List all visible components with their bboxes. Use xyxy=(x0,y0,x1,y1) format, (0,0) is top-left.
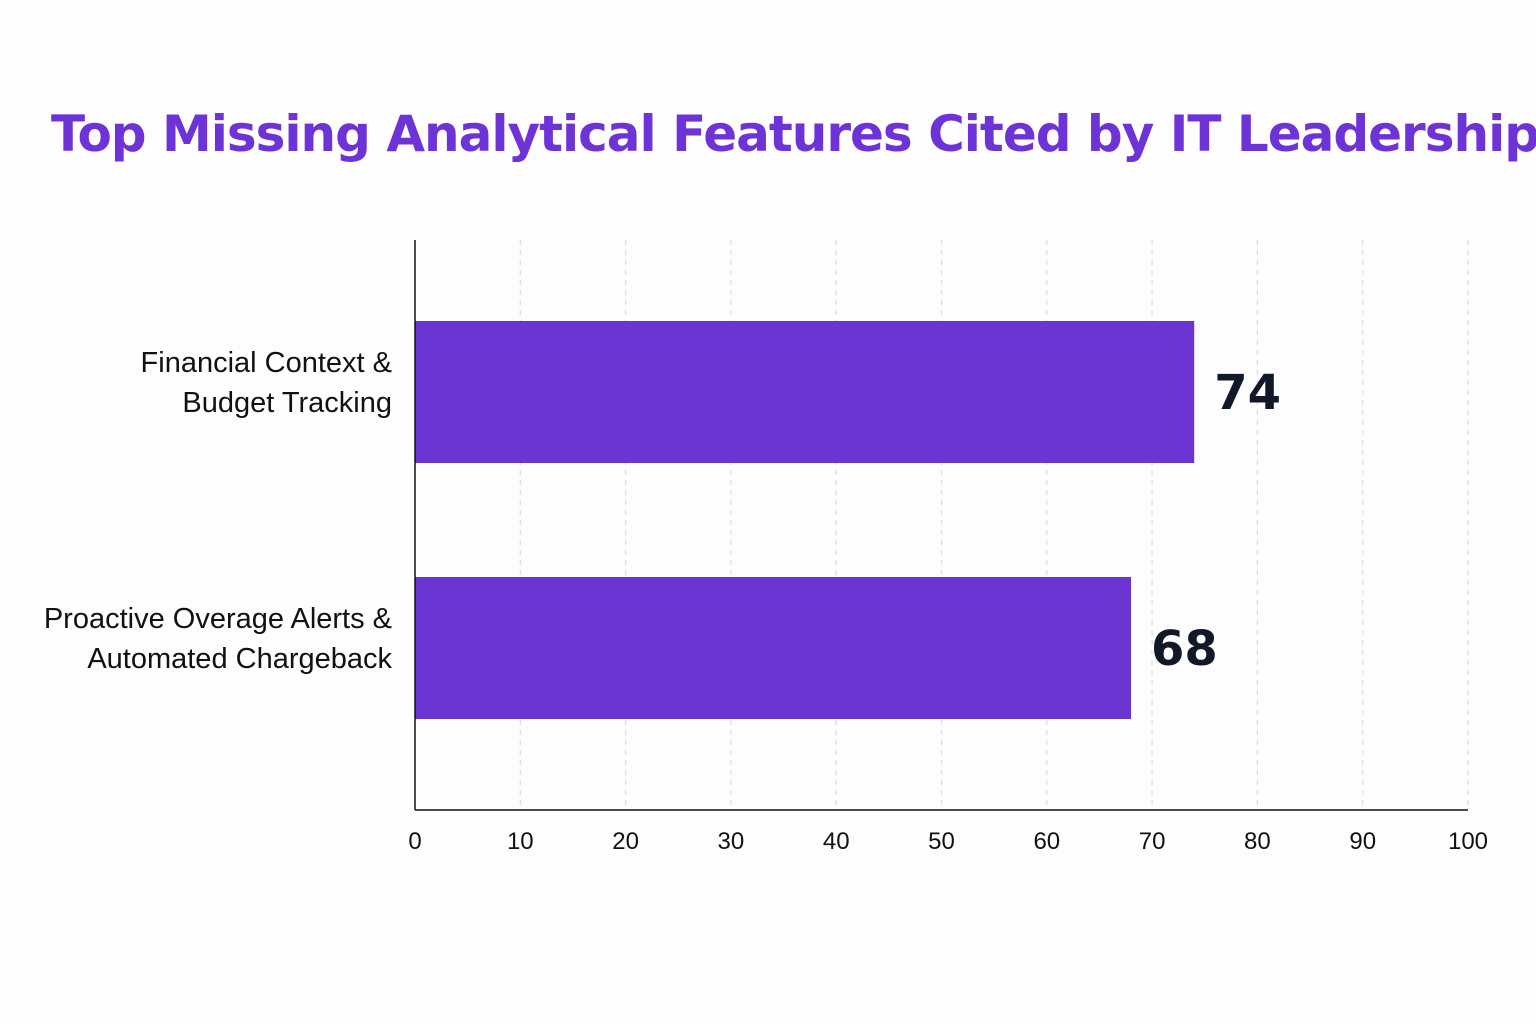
category-label-2: Proactive Overage Alerts & Automated Char… xyxy=(44,603,393,675)
x-tick-label: 0 xyxy=(408,828,421,855)
x-tick-label: 100 xyxy=(1448,828,1488,855)
bar-2 xyxy=(415,577,1132,719)
chart-title: Top Missing Analytical Features Cited by… xyxy=(50,105,1536,163)
x-tick-label: 50 xyxy=(928,828,955,855)
x-tick-label: 30 xyxy=(718,828,745,855)
category-labels: Financial Context & Budget Tracking Proact… xyxy=(44,347,393,675)
bar-1 xyxy=(415,321,1195,463)
axes xyxy=(414,240,1468,811)
category-label-line: Proactive Overage Alerts & xyxy=(44,603,392,635)
category-label-1: Financial Context & Budget Tracking xyxy=(141,347,392,419)
x-tick-label: 90 xyxy=(1349,828,1376,855)
value-label-2: 68 xyxy=(1151,621,1218,677)
category-label-line: Financial Context & xyxy=(141,347,392,379)
x-tick-label: 20 xyxy=(612,828,639,855)
x-tick-label: 70 xyxy=(1139,828,1166,855)
x-tick-labels: 0 10 20 30 40 50 60 70 80 90 100 xyxy=(408,828,1488,855)
value-labels: 74 68 xyxy=(1151,365,1281,677)
x-tick-label: 60 xyxy=(1033,828,1060,855)
x-tick-label: 80 xyxy=(1244,828,1271,855)
category-label-line: Budget Tracking xyxy=(182,387,392,419)
category-label-line: Automated Chargeback xyxy=(87,643,392,675)
x-tick-label: 40 xyxy=(823,828,850,855)
value-label-1: 74 xyxy=(1214,365,1281,421)
x-tick-label: 10 xyxy=(507,828,534,855)
bars xyxy=(415,321,1195,719)
